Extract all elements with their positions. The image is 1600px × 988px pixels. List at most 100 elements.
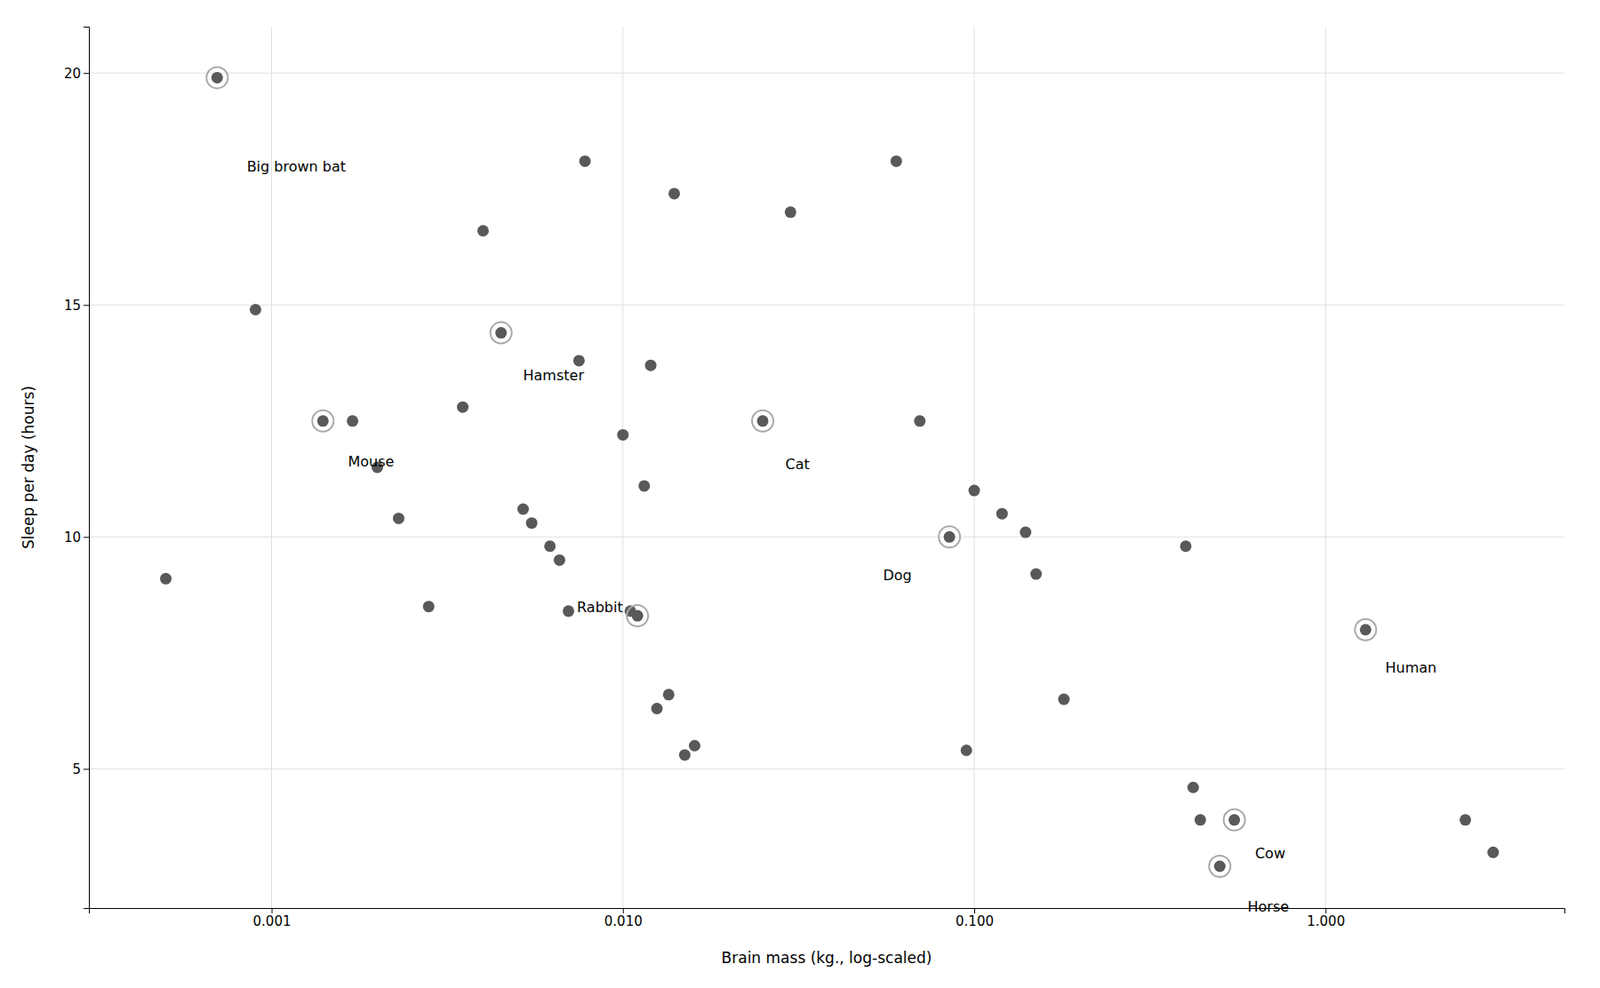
point xyxy=(784,206,797,218)
annotations: Big brown bat Mouse Hamster Rabbit Cat Dog Cow… xyxy=(247,158,1438,916)
plot: 0.001 0.010 0.100 1.000 5 10 15 20 Big brown bat… xyxy=(64,26,1566,930)
grid-line xyxy=(88,536,1565,538)
point xyxy=(1487,847,1499,859)
point xyxy=(1179,540,1192,552)
highlight-ring xyxy=(1354,619,1376,641)
tick-mark xyxy=(83,72,89,74)
tick-label: 0.010 xyxy=(604,913,643,930)
x-axis: 0.001 0.010 0.100 1.000 xyxy=(89,908,1566,930)
annotation: Cat xyxy=(785,456,810,473)
point xyxy=(688,740,701,752)
point xyxy=(1194,814,1207,826)
grid-line xyxy=(622,26,624,909)
highlight-ring xyxy=(490,322,512,344)
point xyxy=(317,415,329,427)
point xyxy=(1228,814,1240,826)
annotation: Rabbit xyxy=(576,599,624,616)
tick-mark xyxy=(83,536,89,538)
chart: 0.001 0.010 0.100 1.000 5 10 15 20 Big brown bat… xyxy=(0,0,1600,988)
point xyxy=(651,703,664,715)
tick: 10 xyxy=(64,529,89,546)
annotation: Cow xyxy=(1255,845,1286,863)
point xyxy=(160,573,172,585)
point xyxy=(1030,568,1042,581)
point xyxy=(553,554,566,567)
point xyxy=(616,429,629,441)
point xyxy=(960,744,973,757)
annotation: Human xyxy=(1385,659,1438,677)
tick: 0.001 xyxy=(253,908,292,930)
point xyxy=(526,517,538,529)
point xyxy=(579,155,592,168)
tick-label: 0.001 xyxy=(253,913,292,930)
tick-label: 20 xyxy=(64,65,81,82)
x-axis-title: Brain mass (kg., log-scaled) xyxy=(721,949,933,968)
tick: 20 xyxy=(64,65,89,82)
point xyxy=(1057,694,1070,706)
point xyxy=(456,401,469,414)
point xyxy=(890,155,903,168)
tick: 0.010 xyxy=(604,908,643,930)
point xyxy=(913,415,926,427)
tick-mark xyxy=(83,768,89,770)
point xyxy=(517,503,529,515)
point xyxy=(573,354,585,367)
point xyxy=(1214,861,1226,873)
tick: 15 xyxy=(64,297,89,314)
point xyxy=(968,485,981,497)
grid-line xyxy=(88,72,1565,74)
point xyxy=(679,749,691,761)
point xyxy=(477,224,489,237)
point xyxy=(495,327,507,339)
highlight-ring xyxy=(1208,856,1231,878)
point xyxy=(645,360,657,372)
highlight-ring xyxy=(206,66,228,88)
point xyxy=(1459,814,1472,826)
point xyxy=(392,512,405,525)
tick: 1.000 xyxy=(1306,908,1345,930)
highlight-ring xyxy=(626,605,648,627)
point xyxy=(423,600,435,613)
y-axis: 5 10 15 20 xyxy=(64,27,90,910)
point xyxy=(996,508,1008,520)
point xyxy=(346,415,359,427)
point xyxy=(562,605,575,617)
point xyxy=(211,72,224,84)
tick-label: 15 xyxy=(64,297,81,314)
point xyxy=(632,610,644,623)
tick-label: 0.100 xyxy=(955,913,994,930)
highlight-ring xyxy=(312,410,334,432)
highlight-ring xyxy=(938,526,960,548)
grid-line xyxy=(88,304,1565,306)
tick-mark xyxy=(83,304,89,306)
tick-label: 1.000 xyxy=(1306,913,1345,930)
point xyxy=(1360,624,1372,636)
point xyxy=(757,415,769,427)
grid-line xyxy=(974,26,976,909)
grid-line xyxy=(88,768,1565,770)
point xyxy=(944,531,956,544)
tick: 0.100 xyxy=(955,908,994,930)
marks xyxy=(160,66,1499,878)
point xyxy=(249,304,262,316)
point xyxy=(544,540,556,552)
axis-line xyxy=(83,27,90,910)
highlight-ring xyxy=(752,410,774,432)
annotation: Big brown bat xyxy=(247,158,346,176)
tick-label: 10 xyxy=(64,529,81,546)
annotation: Mouse xyxy=(347,453,394,471)
point xyxy=(1187,782,1200,794)
tick-label: 5 xyxy=(72,761,81,778)
point xyxy=(668,187,680,200)
point xyxy=(638,480,650,492)
highlight-ring xyxy=(1224,809,1246,832)
point xyxy=(1019,527,1032,539)
tick: 5 xyxy=(72,761,89,778)
annotation: Horse xyxy=(1248,898,1290,916)
grid xyxy=(88,26,1565,909)
y-axis-title: Sleep per day (hours) xyxy=(19,385,38,550)
annotation: Dog xyxy=(882,567,912,584)
grid-line xyxy=(1325,26,1327,909)
point xyxy=(663,688,675,701)
annotation: Hamster xyxy=(523,367,585,384)
